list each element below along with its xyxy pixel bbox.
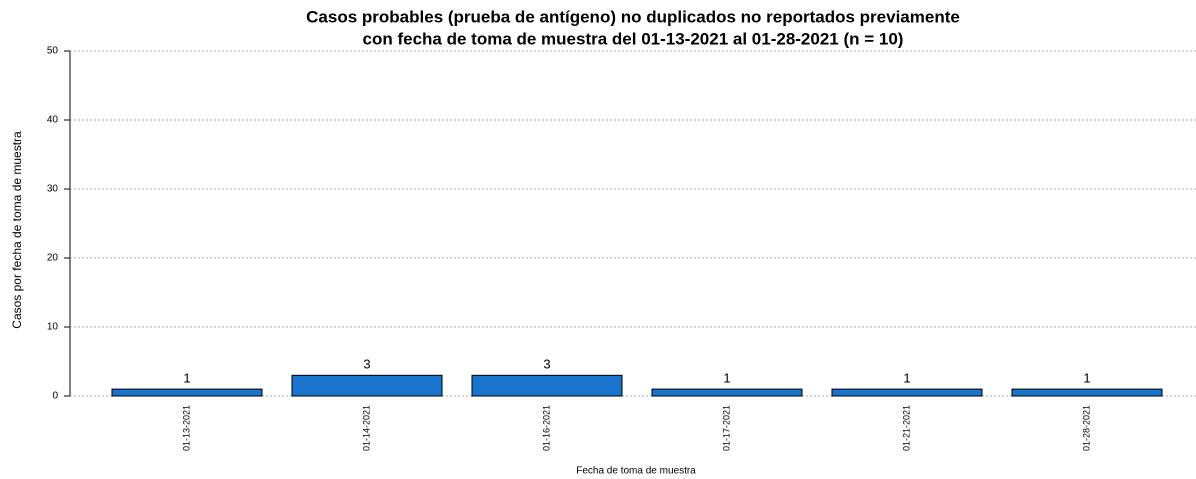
- x-axis-label: Fecha de toma de muestra: [576, 466, 696, 477]
- chart-title: con fecha de toma de muestra del 01-13-2…: [363, 29, 904, 48]
- bar: [651, 388, 803, 397]
- data-label: 1: [1083, 371, 1090, 386]
- bar: [831, 388, 983, 397]
- bar: [291, 374, 443, 397]
- data-label: 1: [903, 371, 910, 386]
- bar: [1011, 388, 1163, 397]
- data-label: 3: [363, 357, 370, 372]
- x-tick-label: 01-28-2021: [1081, 405, 1091, 451]
- data-label: 1: [723, 371, 730, 386]
- y-tick-label: 0: [52, 391, 58, 402]
- bar: [111, 388, 263, 397]
- data-label: 3: [543, 357, 550, 372]
- y-tick-label: 20: [47, 253, 59, 264]
- y-tick-label: 50: [47, 46, 59, 57]
- x-tick-label: 01-21-2021: [901, 405, 911, 451]
- chart-title: Casos probables (prueba de antígeno) no …: [306, 7, 960, 26]
- data-label: 1: [183, 371, 190, 386]
- x-tick-label: 01-16-2021: [541, 405, 551, 451]
- bar: [471, 374, 623, 397]
- x-tick-label: 01-13-2021: [181, 405, 191, 451]
- x-tick-label: 01-14-2021: [361, 405, 371, 451]
- y-tick-label: 40: [47, 115, 59, 126]
- x-tick-label: 01-17-2021: [721, 405, 731, 451]
- y-axis-label: Casos por fecha de toma de muestra: [10, 131, 24, 329]
- y-tick-label: 10: [47, 322, 59, 333]
- y-tick-label: 30: [47, 184, 59, 195]
